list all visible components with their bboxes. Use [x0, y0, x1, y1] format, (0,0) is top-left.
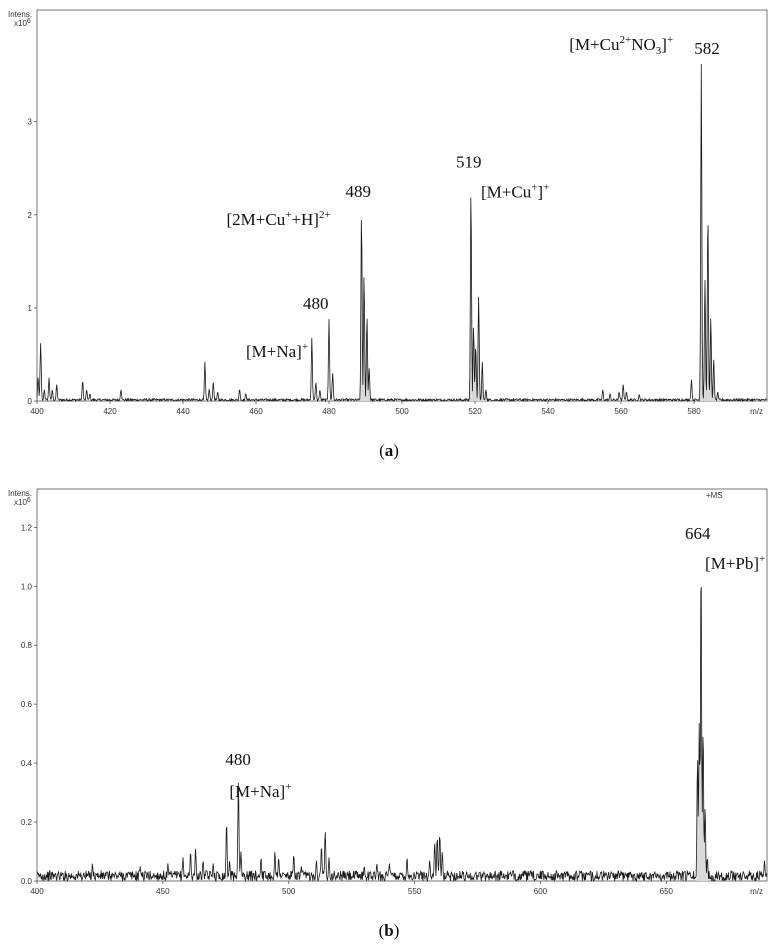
y-tick-label: 1.2	[21, 523, 33, 532]
ion-assignment-label: [M+Na]+	[246, 341, 308, 361]
y-tick-label: 0.6	[21, 700, 33, 709]
panel-b-spectrum: Intens.x106 0.0 0.2 0.4 0.6 0.8 1.0 1.2 400 450 50…	[8, 488, 768, 940]
panel-a-spectrum: Intens.x106 0 1 2 3 400 420 440 460 480 500 520 540 5…	[8, 9, 768, 460]
ion-assignment-label: [M+Na]+	[229, 781, 291, 801]
x-tick-label: 480	[322, 407, 336, 416]
panel-caption: (b)	[379, 921, 400, 940]
spectrum-trace	[36, 63, 767, 403]
peak-mz-label: 480	[303, 294, 329, 313]
peak-mz-label: 519	[456, 153, 482, 172]
ms-mode-label: +MS	[706, 491, 723, 500]
y-tick-label: 0.2	[21, 818, 33, 827]
x-tick-label: 650	[660, 887, 674, 896]
ion-assignment-label: [M+Cu2+NO3]+	[569, 34, 673, 57]
x-tick-label: 420	[103, 407, 117, 416]
x-tick-label: 500	[282, 887, 296, 896]
peak-mz-label: 489	[345, 182, 371, 201]
peak-mz-label: 582	[694, 39, 720, 58]
spectrum-trace	[36, 587, 768, 883]
x-axis-unit: m/z	[750, 407, 763, 416]
y-tick-label: 1	[28, 304, 33, 313]
x-tick-label: 600	[534, 887, 548, 896]
x-tick-label: 440	[176, 407, 190, 416]
peak-mz-label: 664	[685, 524, 711, 543]
y-tick-label: 1.0	[21, 582, 33, 591]
ion-assignment-label: [M+Cu+]+	[481, 182, 549, 202]
x-tick-label: 400	[30, 887, 44, 896]
y-axis-scale: x106	[14, 497, 31, 507]
plot-frame	[36, 488, 768, 882]
x-tick-label: 560	[614, 407, 628, 416]
panel-caption: (a)	[379, 441, 399, 460]
x-axis-unit: m/z	[750, 887, 763, 896]
peak-fill-region	[696, 587, 709, 881]
y-tick-label: 0.0	[21, 877, 33, 886]
plot-frame	[36, 9, 768, 402]
y-tick-label: 3	[28, 118, 33, 127]
x-tick-label: 500	[395, 407, 409, 416]
y-tick-label: 0.4	[21, 759, 33, 768]
x-tick-label: 460	[249, 407, 263, 416]
x-tick-label: 450	[156, 887, 170, 896]
x-tick-label: 550	[408, 887, 422, 896]
x-tick-label: 400	[30, 407, 44, 416]
y-axis-scale: x106	[14, 18, 31, 28]
x-tick-label: 580	[687, 407, 701, 416]
y-axis-label: Intens.	[8, 489, 32, 498]
peak-mz-label: 480	[225, 750, 251, 769]
y-axis-label: Intens.	[8, 10, 32, 19]
y-tick-label: 0	[28, 397, 33, 406]
y-tick-label: 0.8	[21, 641, 33, 650]
y-tick-label: 2	[28, 211, 33, 220]
ion-assignment-label: [M+Pb]+	[705, 553, 765, 573]
x-tick-label: 520	[468, 407, 482, 416]
x-tick-label: 540	[541, 407, 555, 416]
ion-assignment-label: [2M+Cu++H]2+	[226, 209, 330, 229]
